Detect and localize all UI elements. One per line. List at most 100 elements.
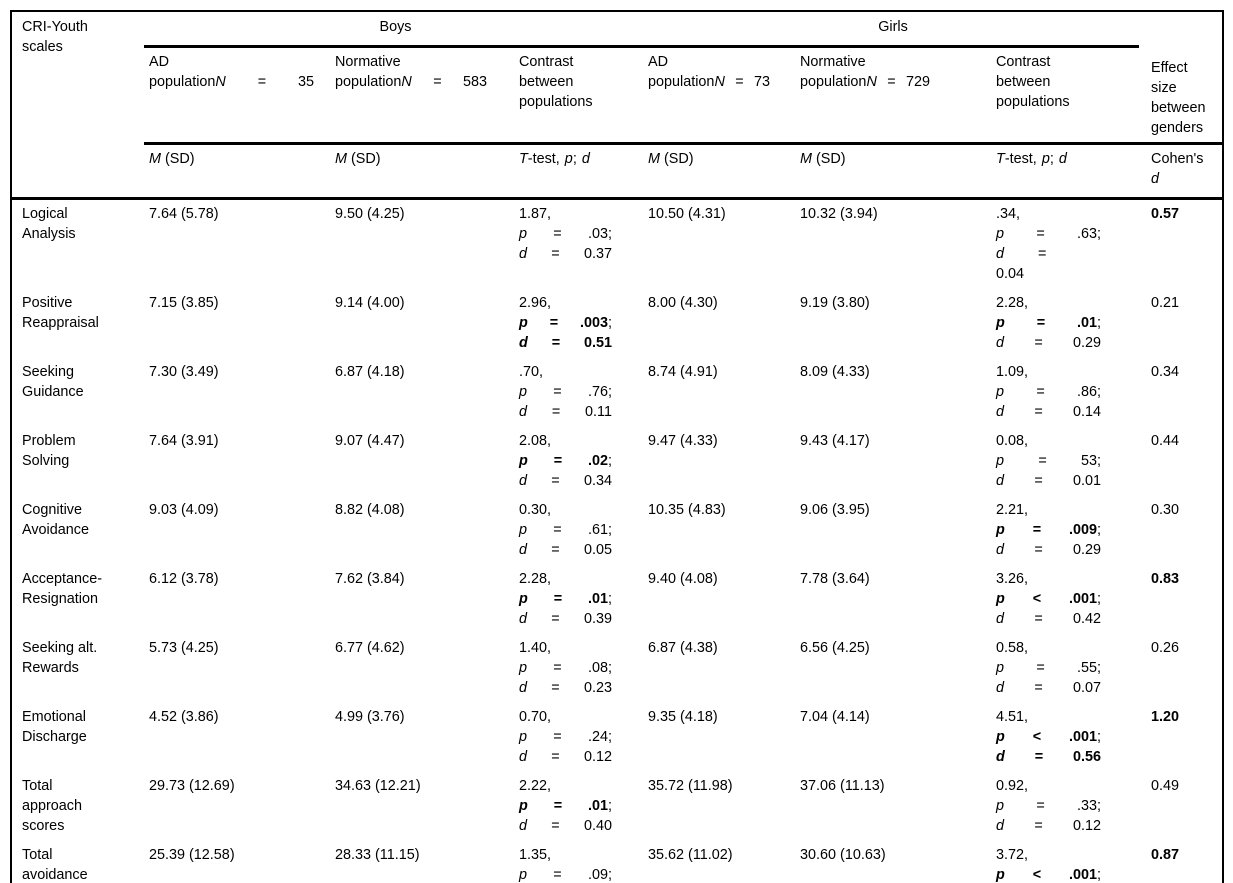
- d-value-line: d = 0.37: [519, 246, 612, 262]
- scale-name-cell: Totalavoidancescores: [22, 847, 88, 883]
- table-row-problem-solving: Problem Solving 7.64 (3.91) 9.07 (4.47) 2…: [11, 427, 1223, 496]
- girls-ad-msd-cell: 8.00 (4.30): [648, 295, 718, 311]
- girls-norm-msd-cell: 6.56 (4.25): [800, 640, 870, 656]
- boys-ad-msd-cell: 7.30 (3.49): [149, 364, 219, 380]
- girls-ad-population-header: AD populationN = 73: [642, 46, 797, 145]
- d-value-line: d = 0.29: [996, 542, 1102, 558]
- girls-contrast-cell: 3.26, p < .001; d = 0.42: [989, 565, 1139, 634]
- girls-ad-msd-cell: 35.72 (11.98): [648, 778, 733, 794]
- p-value-line: p = .76;: [519, 384, 612, 400]
- population-header-row: AD populationN = 35 Normative populationN =…: [11, 46, 1223, 145]
- boys-norm-msd-cell: 7.62 (3.84): [335, 571, 405, 587]
- table-row-total-avoidance: Totalavoidancescores 25.39 (12.58) 28.33…: [11, 841, 1223, 883]
- p-value-line: p < .001;: [996, 591, 1102, 607]
- scale-name-cell: Cognitive Avoidance: [22, 502, 89, 538]
- table-row-positive-reappraisal: Positive Reappraisal 7.15 (3.85) 9.14 (4.…: [11, 289, 1223, 358]
- girls-normative-population-header: Normative populationN = 729: [796, 46, 990, 145]
- boys-norm-msd-cell: 28.33 (11.15): [335, 847, 420, 863]
- girls-ad-msd-cell: 8.74 (4.91): [648, 364, 718, 380]
- girls-contrast-cell: 2.28, p = .01; d = 0.29: [989, 289, 1139, 358]
- effect-size-cell: 0.21: [1151, 295, 1180, 311]
- t-value-line: 2.28,: [519, 571, 552, 587]
- d-value-line: d = 0.40: [519, 818, 612, 834]
- girls-ad-msd-cell: 9.47 (4.33): [648, 433, 718, 449]
- d-value-line: d = 0.01: [996, 473, 1102, 489]
- scale-name-cell: Total approach scores: [22, 778, 83, 834]
- table-row-cognitive-avoidance: Cognitive Avoidance 9.03 (4.09) 8.82 (4.0…: [11, 496, 1223, 565]
- boys-ad-msd-cell: 6.12 (3.78): [149, 571, 219, 587]
- boys-norm-msd-cell: 9.07 (4.47): [335, 433, 405, 449]
- table-row-total-approach: Total approach scores 29.73 (12.69) 34.63 …: [11, 772, 1223, 841]
- boys-contrast-cell: 2.08, p = .02; d = 0.34: [514, 427, 642, 496]
- boys-norm-msd-cell: 6.87 (4.18): [335, 364, 405, 380]
- p-value-line: p = .09;: [519, 867, 612, 883]
- t-value-line: 2.28,: [996, 295, 1029, 311]
- girls-norm-msd-cell: 9.43 (4.17): [800, 433, 870, 449]
- boys-ad-msd-cell: 7.64 (3.91): [149, 433, 219, 449]
- d-value-line: d = 0.11: [519, 404, 612, 420]
- p-value-line: p < .001;: [996, 867, 1102, 883]
- effect-size-cell: 0.83: [1151, 571, 1180, 587]
- girls-group-header: Girls: [642, 11, 1140, 48]
- boys-contrast-cell: 1.35, p=.09; d=0.25: [514, 841, 642, 883]
- boys-ttest-header: T-test, p; d: [514, 143, 643, 200]
- boys-contrast-cell: 1.87, p = .03; d = 0.37: [514, 199, 642, 290]
- d-value-line: d = 0.56: [996, 749, 1102, 765]
- p-value-line: p = .003;: [519, 315, 612, 331]
- scale-name-cell: Seeking Guidance: [22, 364, 84, 400]
- girls-norm-msd-cell: 37.06 (11.13): [800, 778, 885, 794]
- boys-ad-msd-cell: 7.15 (3.85): [149, 295, 219, 311]
- girls-ad-msd-cell: 35.62 (11.02): [648, 847, 733, 863]
- boys-contrast-cell: 0.70, p = .24; d = 0.12: [514, 703, 642, 772]
- stat-header-row: M (SD) M (SD) T-test, p; d M (SD) M (SD) T-tes…: [11, 143, 1224, 200]
- p-value-line: p = .61;: [519, 522, 612, 538]
- girls-ad-msd-header: M (SD): [642, 143, 797, 200]
- effect-size-cell: 0.49: [1151, 778, 1180, 794]
- d-value-line: d = 0.51: [519, 335, 612, 351]
- t-value-line: 3.26,: [996, 571, 1029, 587]
- girls-norm-msd-cell: 8.09 (4.33): [800, 364, 870, 380]
- d-value-line: d =: [996, 246, 1047, 262]
- d-value-line: d = 0.42: [996, 611, 1102, 627]
- d-value-line: d = 0.23: [519, 680, 612, 696]
- effect-size-cell: 1.20: [1151, 709, 1180, 725]
- boys-contrast-cell: 0.30, p = .61; d = 0.05: [514, 496, 642, 565]
- p-value-line: p = .01;: [519, 591, 612, 607]
- girls-norm-msd-cell: 10.32 (3.94): [800, 206, 878, 222]
- boys-norm-msd-cell: 9.50 (4.25): [335, 206, 405, 222]
- girls-contrast-cell: 0.92, p = .33; d = 0.12: [989, 772, 1139, 841]
- girls-contrast-cell: 3.72, p<.001; d=0.46: [989, 841, 1139, 883]
- boys-contrast-cell: 2.96, p = .003; d = 0.51: [514, 289, 642, 358]
- scale-name-cell: Positive Reappraisal: [22, 295, 99, 331]
- boys-group-header: Boys: [144, 11, 643, 48]
- t-value-line: 0.58,: [996, 640, 1029, 656]
- scale-name-cell: Emotional Discharge: [22, 709, 87, 745]
- girls-ad-msd-cell: 6.87 (4.38): [648, 640, 718, 656]
- boys-contrast-cell: 1.40, p = .08; d = 0.23: [514, 634, 642, 703]
- cri-youth-comparison-table: CRI-Youth scales Boys Girls Effect size …: [10, 10, 1225, 883]
- t-value-line: 0.30,: [519, 502, 552, 518]
- boys-contrast-cell: 2.22, p = .01; d = 0.40: [514, 772, 642, 841]
- corner-header-cri-youth-scales: CRI-Youth scales: [11, 11, 144, 200]
- d-value-line: d = 0.12: [519, 749, 612, 765]
- boys-norm-msd-cell: 8.82 (4.08): [335, 502, 405, 518]
- boys-ad-msd-cell: 7.64 (5.78): [149, 206, 219, 222]
- girls-norm-msd-header: M (SD): [796, 143, 990, 200]
- boys-norm-msd-cell: 9.14 (4.00): [335, 295, 405, 311]
- boys-ad-msd-cell: 25.39 (12.58): [149, 847, 235, 863]
- t-value-line: .34,: [996, 206, 1021, 222]
- girls-contrast-cell: 4.51, p < .001; d = 0.56: [989, 703, 1139, 772]
- table-row-seeking-alt-rewards: Seeking alt. Rewards 5.73 (4.25) 6.77 (4.…: [11, 634, 1223, 703]
- p-value-line: p = .03;: [519, 226, 612, 242]
- boys-normative-population-header: Normative populationN = 583: [330, 46, 514, 145]
- boys-ad-population-header: AD populationN = 35: [144, 46, 330, 145]
- t-value-line: 1.35,: [519, 847, 552, 863]
- d-value-wrapped: 0.04: [996, 266, 1025, 282]
- p-value-line: p = .01;: [996, 315, 1102, 331]
- p-value-line: p = .08;: [519, 660, 612, 676]
- scale-name-cell: Seeking alt. Rewards: [22, 640, 98, 676]
- girls-contrast-cell: .34, p = .63; d = 0.04: [989, 199, 1139, 290]
- p-value-line: p = .009;: [996, 522, 1102, 538]
- d-value-line: d = 0.07: [996, 680, 1102, 696]
